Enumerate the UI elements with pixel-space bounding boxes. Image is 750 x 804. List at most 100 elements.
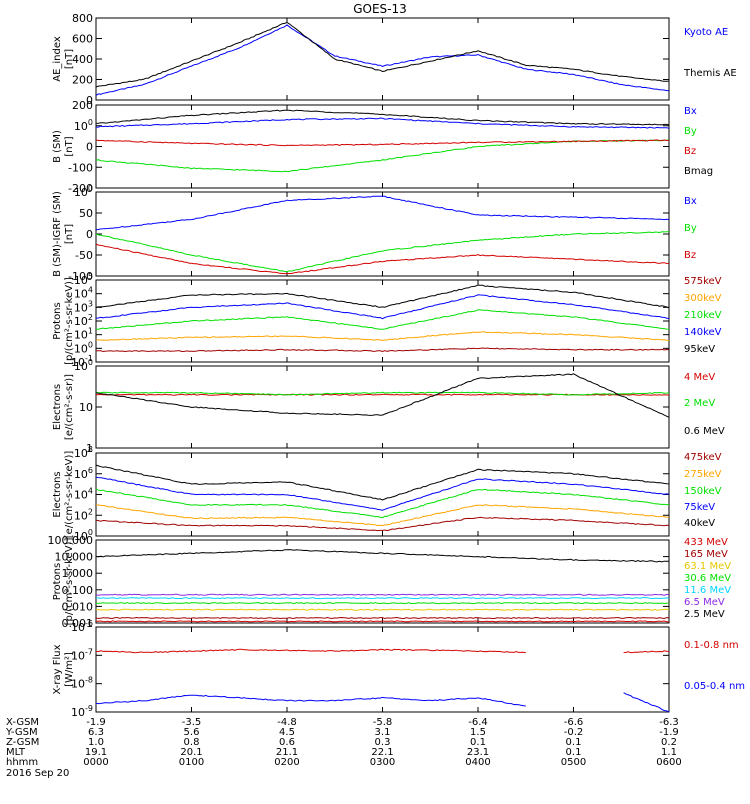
x-axis-value: -6.3	[659, 717, 679, 728]
y-tick-label: 104	[74, 487, 93, 502]
series-line-300kev	[95, 331, 670, 342]
x-axis-value: 0.6	[279, 737, 295, 748]
y-tick-label: 100.000	[48, 534, 94, 547]
y-axis-label: Electrons	[52, 384, 63, 430]
y-axis-label: [nT]	[64, 49, 75, 69]
series-line-0-1-0-8-nm	[95, 648, 670, 654]
x-axis-value: 23.1	[467, 747, 489, 758]
legend-label: Bz	[684, 250, 696, 261]
series-line-6-5-mev	[95, 593, 670, 596]
legend-label: 6.5 MeV	[684, 597, 725, 608]
series-line-30-6-mev	[96, 602, 670, 605]
plot-title: GOES-13	[353, 2, 407, 16]
legend-label: By	[684, 126, 697, 137]
x-axis-value: 0100	[179, 757, 204, 768]
x-axis-value: -3.5	[182, 717, 202, 728]
x-axis-value: 0.1	[470, 737, 486, 748]
legend-label: Kyoto AE	[684, 27, 728, 38]
legend-label: 433 MeV	[684, 537, 728, 548]
y-tick-label: -100	[68, 161, 93, 174]
series-line-275kev	[95, 504, 670, 527]
legend-label: Bx	[684, 196, 697, 207]
y-tick-label: 10-6	[71, 619, 93, 634]
y-tick-label: 100	[74, 184, 93, 199]
series-line-2-mev	[95, 391, 670, 396]
legend-label: 11.6 MeV	[684, 585, 731, 596]
panel-hprotons: 0.001 0.010 0.100 1.000 10.000 100.000 Protons…	[48, 534, 732, 630]
y-tick-label: 0	[86, 94, 93, 107]
y-tick-label: 800	[72, 12, 93, 25]
x-axis-value: 5.6	[184, 727, 200, 738]
x-axis-value: -1.9	[659, 727, 679, 738]
x-axis-value: 0400	[465, 757, 490, 768]
legend-label: 300keV	[684, 293, 722, 304]
y-axis-label: B (SM)-IGRF (SM)	[52, 191, 63, 277]
series-line-475kev	[95, 516, 670, 532]
legend-label: 0.1-0.8 nm	[684, 640, 739, 651]
legend-label: 2 MeV	[684, 398, 715, 409]
series-line-575kev	[95, 347, 670, 353]
y-axis-label: AE_index	[52, 36, 63, 82]
panel-bsmigrf: -100 -50 0 50 100 B (SM)-IGRF (SM) [nT] Bx By Bz	[52, 184, 697, 283]
series-line-kyoto-ae	[95, 24, 669, 96]
panel-frame	[95, 626, 670, 713]
series-line-433-mev	[96, 620, 669, 623]
series-line-210kev	[96, 309, 670, 330]
legend-label: Bmag	[684, 166, 713, 177]
y-tick-label: 102	[74, 507, 93, 522]
series-line-0-6-mev	[95, 373, 670, 418]
y-axis-label: [W/m²]	[64, 652, 75, 687]
x-axis-value: 6.3	[88, 727, 104, 738]
legend-label: Bx	[684, 106, 697, 117]
y-axis-label: Electrons	[52, 471, 63, 517]
series-line-63-1-mev	[95, 608, 670, 611]
x-axis-value: -0.2	[564, 727, 584, 738]
panel-frame	[95, 17, 670, 101]
x-axis-value: 21.1	[276, 747, 298, 758]
series-line-themis-ae	[95, 21, 670, 88]
y-axis-label: [p/(cm²-s-sr-keV)]	[64, 277, 75, 365]
y-tick-label: 0.010	[62, 600, 94, 613]
x-axis-row-label: MLT	[6, 747, 26, 758]
y-tick-label: 100	[74, 118, 93, 133]
x-axis-value: 0300	[370, 757, 395, 768]
y-tick-label: 106	[74, 466, 93, 481]
y-tick-label: 0.001	[62, 617, 94, 630]
x-axis-row-label: hhmm	[6, 757, 38, 768]
x-axis-row-label: Z-GSM	[6, 737, 39, 748]
x-axis-value: -4.8	[277, 717, 297, 728]
y-tick-label: -100	[68, 270, 93, 283]
x-axis-value: 0.2	[661, 737, 677, 748]
series-line-95kev	[95, 284, 670, 309]
legend-label: Bz	[684, 146, 696, 157]
legend-label: 0.05-0.4 nm	[684, 681, 745, 692]
legend-label: 140keV	[684, 327, 722, 338]
series-line-140kev	[95, 294, 670, 320]
series-line-2-5-mev	[95, 549, 669, 563]
y-tick-label: 200	[72, 99, 93, 112]
legend-label: 575keV	[684, 276, 722, 287]
x-axis-value: -6.4	[468, 717, 488, 728]
panel-electrons1: 1 10 100 Electrons [e/(cm²-s-sr)] 4 MeV 2 MeV 0…	[52, 358, 725, 455]
series-line-11-6-mev	[96, 597, 670, 600]
x-axis-value: 22.1	[371, 747, 393, 758]
x-axis-value: -5.8	[373, 717, 393, 728]
series-line-bx	[95, 195, 670, 231]
panel-frame	[95, 452, 670, 537]
legend-label: 2.5 MeV	[684, 609, 725, 620]
x-axis-table: X-GSM -1.9 -3.5 -4.8 -5.8 -6.4 -6.6 -6.3 Y-GSM 6.…	[5, 717, 682, 779]
panel-frame	[95, 539, 670, 624]
legend-label: 4 MeV	[684, 372, 715, 383]
x-axis-value: 1.5	[470, 727, 486, 738]
x-axis-value: 0.1	[566, 747, 582, 758]
x-axis-value: 4.5	[279, 727, 295, 738]
series-line-75kev	[95, 476, 670, 511]
y-axis-label: Protons	[52, 302, 63, 339]
y-tick-label: 1	[86, 442, 93, 455]
series-line-by	[95, 231, 670, 273]
x-axis-value: -6.6	[564, 717, 584, 728]
